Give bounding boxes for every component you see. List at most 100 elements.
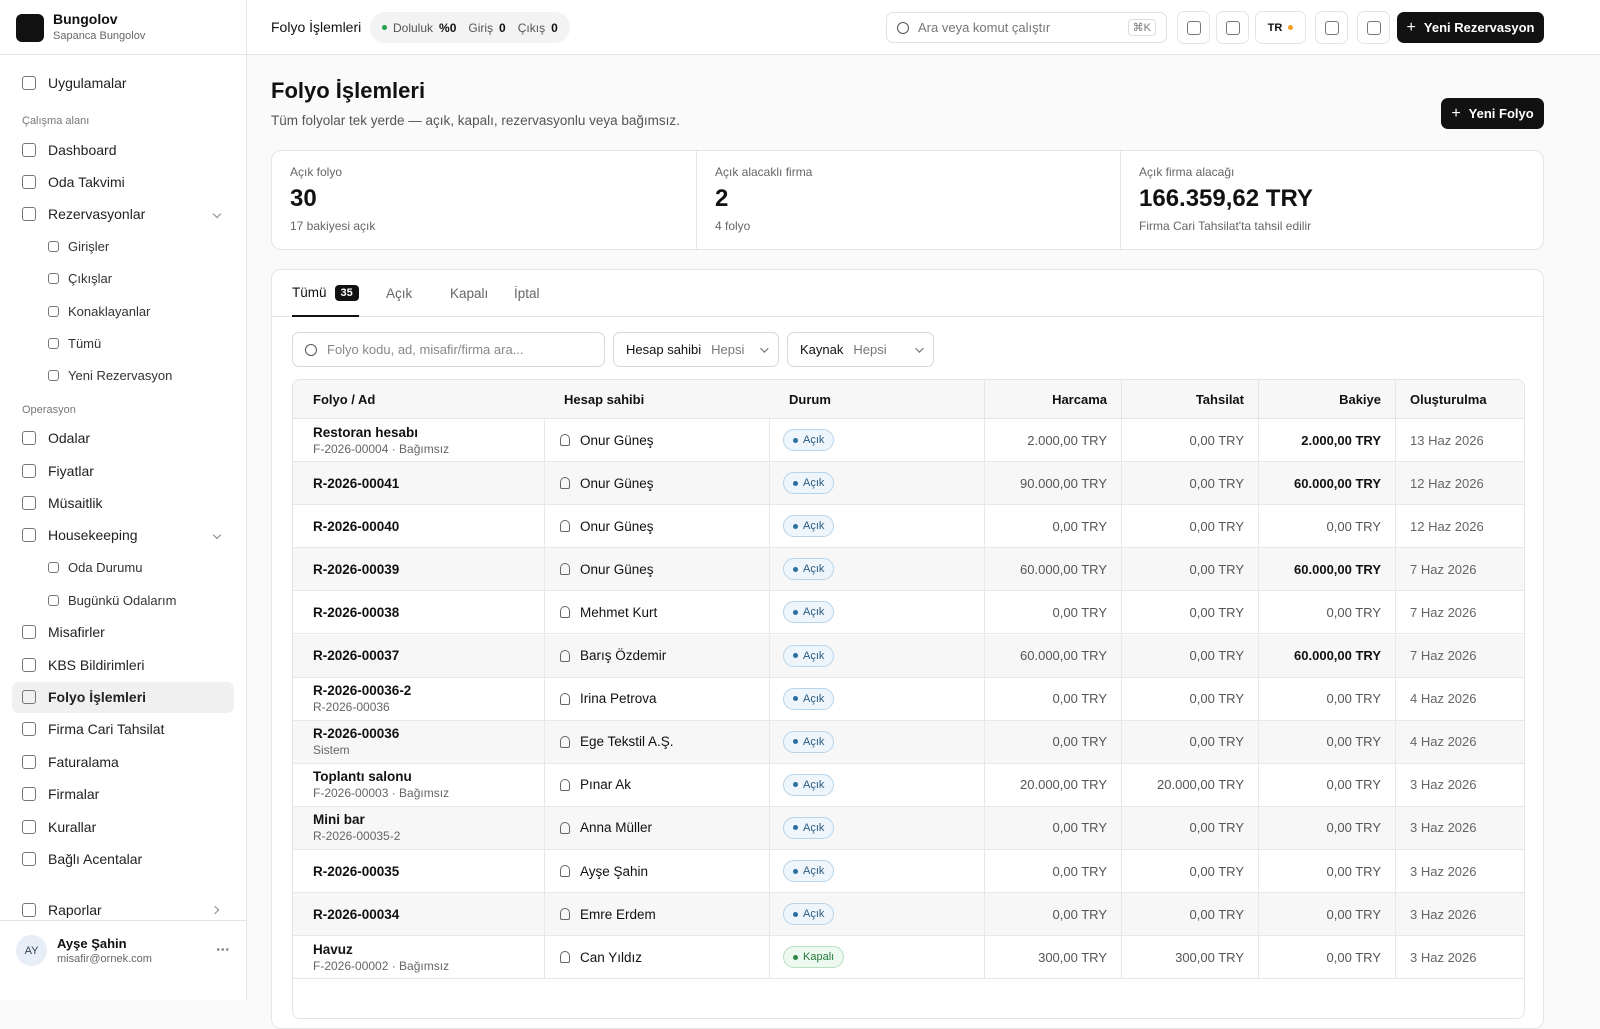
kpi: Açık alacaklı firma 2 4 folyo <box>696 151 1120 249</box>
status-badge: Açık <box>783 903 835 926</box>
amount: 0,00 TRY <box>984 505 1121 548</box>
nav-item[interactable]: KBS Bildirimleri <box>12 649 234 680</box>
lang: TR <box>1267 21 1283 34</box>
table-row[interactable]: R-2026-00039 Onur Güneş Açık 60.000,00 TRY 0… <box>293 548 1524 592</box>
table-row[interactable]: Toplantı salonu F-2026-00003 · Bağımsız Pı… <box>293 763 1524 807</box>
amount: 0,00 TRY <box>1258 720 1395 763</box>
nav-label: Tümü <box>68 336 102 352</box>
status-badge: Açık <box>783 687 835 710</box>
table-row[interactable]: R-2026-00040 Onur Güneş Açık 0,00 TRY 0,00 T… <box>293 505 1524 549</box>
status-dot <box>793 523 798 529</box>
person-icon <box>560 434 570 447</box>
table-row[interactable]: Restoran hesabı F-2026-00004 · Bağımsız On… <box>293 419 1524 463</box>
nav-item[interactable]: Misafirler <box>12 617 234 648</box>
icon <box>22 528 36 543</box>
table-row[interactable]: Havuz F-2026-00002 · Bağımsız Can Yıldız Ka… <box>293 936 1524 980</box>
table-row[interactable]: R-2026-00037 Barış Özdemir Açık 60.000,00 T… <box>293 634 1524 678</box>
icon-button[interactable] <box>1315 11 1348 44</box>
table-row[interactable]: R-2026-00041 Onur Güneş Açık 90.000,00 TRY 0… <box>293 462 1524 506</box>
column-header: Bakiye <box>1258 380 1395 418</box>
nav-item[interactable]: Çıkışlar <box>46 263 234 294</box>
language[interactable]: TR <box>1255 11 1306 44</box>
status: Açık <box>803 778 825 791</box>
nav-item[interactable]: Bugünkü Odalarım <box>46 585 234 616</box>
table-row[interactable]: R-2026-00036-2 R-2026-00036 Irina Petrova A… <box>293 677 1524 721</box>
nav-item[interactable]: Uygulamalar <box>12 67 234 98</box>
icon <box>22 625 36 640</box>
status-cell: Açık <box>769 893 984 936</box>
table-row[interactable]: Mini bar R-2026-00035-2 Anna Müller Açık 0,0… <box>293 806 1524 850</box>
amount: 0,00 TRY <box>1121 419 1258 462</box>
status-badge: Açık <box>783 644 835 667</box>
owner-cell: Can Yıldız <box>544 936 769 979</box>
main: Folyo İşlemleri Doluluk %0 Giriş 0 Çıkış 0 Ara … <box>247 0 1600 1029</box>
table-row[interactable]: R-2026-00034 Emre Erdem Açık 0,00 TRY 0,00 T… <box>293 893 1524 937</box>
user-name: Ayşe Şahin <box>57 936 127 951</box>
user-menu[interactable] <box>216 948 229 951</box>
folio-cell: Havuz F-2026-00002 · Bağımsız <box>293 936 544 978</box>
nav-item[interactable]: Oda Takvimi <box>12 166 234 197</box>
nav-item[interactable]: Housekeeping <box>12 520 234 551</box>
new-reservation[interactable]: + Yeni Rezervasyon <box>1397 12 1544 43</box>
nav-item[interactable]: Yeni Rezervasyon <box>46 360 234 391</box>
tab[interactable]: Tümü 35 <box>292 270 359 317</box>
amount: 0,00 TRY <box>1121 462 1258 505</box>
filter-select[interactable]: Hesap sahibi Hepsi <box>613 332 779 367</box>
nav-item[interactable]: Dashboard <box>12 134 234 165</box>
icon-button[interactable] <box>1357 11 1390 44</box>
amount: 0,00 TRY <box>1121 806 1258 849</box>
nav-item[interactable]: Odalar <box>12 423 234 454</box>
nav-item[interactable]: Girişler <box>46 231 234 262</box>
created-date: 3 Haz 2026 <box>1395 763 1524 806</box>
folio-cell: R-2026-00040 <box>293 505 544 547</box>
nav-item[interactable]: Kurallar <box>12 811 234 842</box>
filter-select[interactable]: Kaynak Hepsi <box>787 332 934 367</box>
icon <box>22 142 36 157</box>
nav-item[interactable]: Fiyatlar <box>12 455 234 486</box>
table-row[interactable]: R-2026-00038 Mehmet Kurt Açık 0,00 TRY 0,00 … <box>293 591 1524 635</box>
nav-item[interactable]: Folyo İşlemleri <box>12 681 234 713</box>
amount: 300,00 TRY <box>1121 936 1258 979</box>
person-icon <box>560 477 570 490</box>
search[interactable]: Ara veya komut çalıştır ⌘K <box>886 12 1167 43</box>
status-badge: Açık <box>783 558 835 581</box>
nav-item[interactable]: Tümü <box>46 328 234 359</box>
icon <box>22 819 36 834</box>
nav-item[interactable]: Müsaitlik <box>12 488 234 519</box>
nav-label: Faturalama <box>48 753 119 770</box>
created-date: 3 Haz 2026 <box>1395 936 1524 979</box>
icon-button[interactable] <box>1216 11 1249 44</box>
nav-label: Uygulamalar <box>48 74 127 91</box>
nav-item[interactable]: Faturalama <box>12 746 234 777</box>
nav-item[interactable]: Rezervasyonlar <box>12 199 234 230</box>
status-dot <box>793 825 798 831</box>
nav-label: Misafirler <box>48 624 105 641</box>
folio-sub: R-2026-00035-2 <box>313 829 401 844</box>
nav-label: Bugünkü Odalarım <box>68 592 177 608</box>
tab[interactable]: Açık <box>386 270 412 317</box>
select-label: Kaynak <box>800 342 844 357</box>
nav-item[interactable]: Oda Durumu <box>46 552 234 583</box>
chevron <box>212 209 222 219</box>
nav-item[interactable]: Bağlı Acentalar <box>12 843 234 874</box>
status-dot <box>793 696 798 702</box>
new-folio[interactable]: + Yeni Folyo <box>1441 98 1544 129</box>
tab[interactable]: İptal <box>514 270 540 317</box>
status-badge: Açık <box>783 816 835 839</box>
nav-item[interactable]: Raporlar <box>12 894 234 925</box>
owner-cell: Onur Güneş <box>544 505 769 548</box>
filter-search[interactable]: Folyo kodu, ad, misafir/firma ara... <box>292 332 605 367</box>
table-row[interactable]: R-2026-00036 Sistem Ege Tekstil A.Ş. Açık 0,… <box>293 720 1524 764</box>
nav-item[interactable]: Konaklayanlar <box>46 296 234 327</box>
table-row[interactable]: R-2026-00035 Ayşe Şahin Açık 0,00 TRY 0,00 T… <box>293 850 1524 894</box>
status: Açık <box>803 649 825 662</box>
nav-item[interactable]: Firma Cari Tahsilat <box>12 714 234 745</box>
kpi-value: 166.359,62 TRY <box>1139 185 1313 212</box>
icon-button[interactable] <box>1177 11 1210 44</box>
amount: 90.000,00 TRY <box>984 462 1121 505</box>
amount: 0,00 TRY <box>1121 677 1258 720</box>
tab[interactable]: Kapalı <box>450 270 488 317</box>
amount: 60.000,00 TRY <box>984 548 1121 591</box>
icon <box>22 496 36 510</box>
nav-item[interactable]: Firmalar <box>12 779 234 810</box>
